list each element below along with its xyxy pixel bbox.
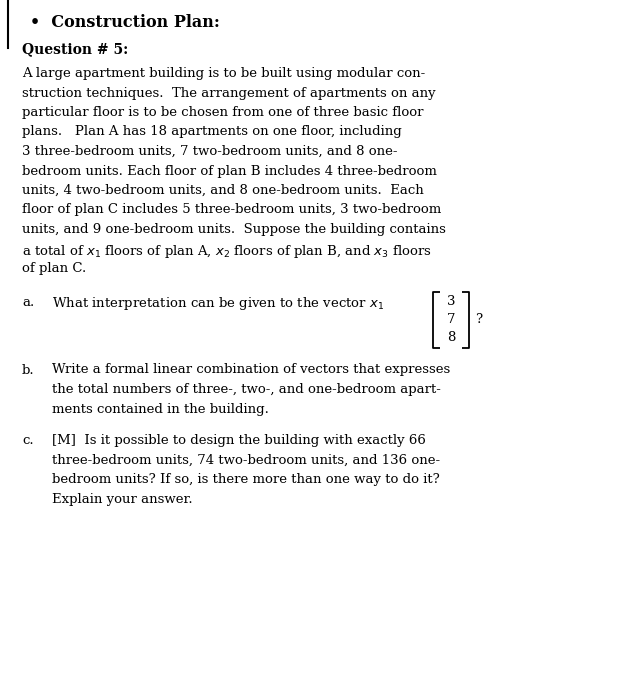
Text: floor of plan C includes 5 three-bedroom units, 3 two-bedroom: floor of plan C includes 5 three-bedroom… bbox=[22, 203, 441, 217]
Text: •  Construction Plan:: • Construction Plan: bbox=[30, 14, 220, 31]
Text: units, 4 two-bedroom units, and 8 one-bedroom units.  Each: units, 4 two-bedroom units, and 8 one-be… bbox=[22, 184, 424, 197]
Text: the total numbers of three-, two-, and one-bedroom apart-: the total numbers of three-, two-, and o… bbox=[52, 383, 441, 396]
Text: 3: 3 bbox=[447, 295, 455, 308]
Text: of plan C.: of plan C. bbox=[22, 262, 86, 275]
Text: 7: 7 bbox=[447, 313, 455, 326]
Text: 3 three-bedroom units, 7 two-bedroom units, and 8 one-: 3 three-bedroom units, 7 two-bedroom uni… bbox=[22, 145, 397, 158]
Text: particular floor is to be chosen from one of three basic floor: particular floor is to be chosen from on… bbox=[22, 106, 424, 119]
Text: b.: b. bbox=[22, 363, 35, 377]
Text: A large apartment building is to be built using modular con-: A large apartment building is to be buil… bbox=[22, 67, 425, 80]
Text: three-bedroom units, 74 two-bedroom units, and 136 one-: three-bedroom units, 74 two-bedroom unit… bbox=[52, 454, 440, 466]
Text: ?: ? bbox=[475, 313, 482, 326]
Text: Question # 5:: Question # 5: bbox=[22, 42, 128, 56]
Text: ments contained in the building.: ments contained in the building. bbox=[52, 403, 269, 415]
Text: bedroom units. Each floor of plan B includes 4 three-bedroom: bedroom units. Each floor of plan B incl… bbox=[22, 164, 437, 178]
Text: What interpretation can be given to the vector $x_1$: What interpretation can be given to the … bbox=[52, 296, 385, 312]
Text: [M]  Is it possible to design the building with exactly 66: [M] Is it possible to design the buildin… bbox=[52, 434, 426, 447]
Text: units, and 9 one-bedroom units.  Suppose the building contains: units, and 9 one-bedroom units. Suppose … bbox=[22, 223, 446, 236]
Text: c.: c. bbox=[22, 434, 33, 447]
Text: a total of $x_1$ floors of plan A, $x_2$ floors of plan B, and $x_3$ floors: a total of $x_1$ floors of plan A, $x_2$… bbox=[22, 243, 431, 259]
Text: struction techniques.  The arrangement of apartments on any: struction techniques. The arrangement of… bbox=[22, 87, 436, 99]
Text: a.: a. bbox=[22, 296, 34, 308]
Text: bedroom units? If so, is there more than one way to do it?: bedroom units? If so, is there more than… bbox=[52, 473, 440, 486]
Text: plans.   Plan A has 18 apartments on one floor, including: plans. Plan A has 18 apartments on one f… bbox=[22, 126, 402, 138]
Text: Explain your answer.: Explain your answer. bbox=[52, 493, 193, 505]
Text: 8: 8 bbox=[447, 331, 455, 344]
Text: Write a formal linear combination of vectors that expresses: Write a formal linear combination of vec… bbox=[52, 363, 450, 377]
